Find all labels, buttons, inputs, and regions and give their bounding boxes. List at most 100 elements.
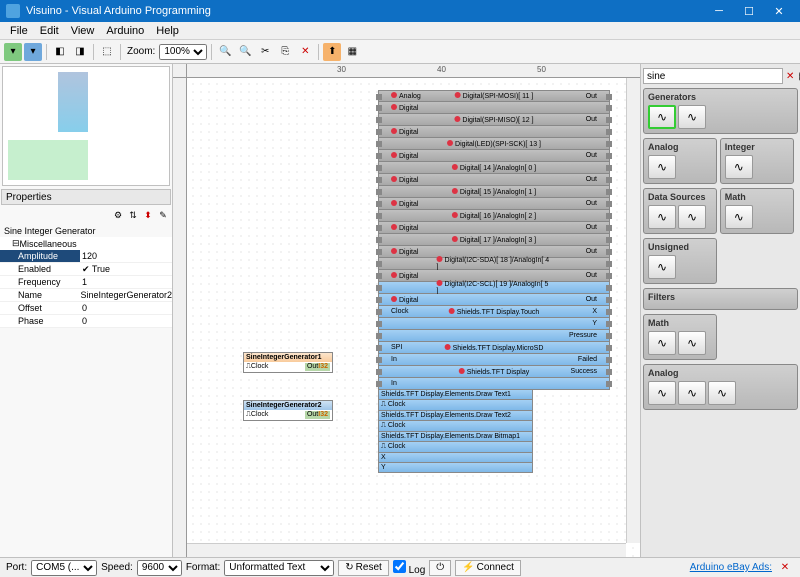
board-element[interactable]: Y xyxy=(378,462,533,473)
preview-pane[interactable] xyxy=(2,66,170,186)
close-button[interactable]: ✕ xyxy=(764,0,794,22)
property-row[interactable]: NameSineIntegerGenerator2 xyxy=(0,289,172,302)
palette-item[interactable]: ∿ xyxy=(678,331,706,355)
menu-file[interactable]: File xyxy=(4,25,34,37)
palette-item[interactable]: ∿ xyxy=(648,331,676,355)
port-select[interactable]: COM5 (... xyxy=(31,560,97,576)
palette-item[interactable]: ∿ xyxy=(725,155,753,179)
palette-item[interactable]: ∿ xyxy=(648,205,676,229)
property-value[interactable]: 0 xyxy=(80,302,172,314)
delete-icon[interactable]: ✕ xyxy=(296,43,314,61)
palette-item[interactable]: ∿ xyxy=(648,155,676,179)
tool-icon[interactable]: ✎ xyxy=(156,208,170,222)
board-pin-row[interactable]: Pressure xyxy=(378,330,610,342)
clear-search-icon[interactable]: ✕ xyxy=(785,67,795,85)
zoom-select[interactable]: 100% xyxy=(159,44,207,60)
board-pin-row[interactable]: Y xyxy=(378,318,610,330)
board-pin-row[interactable]: Digital Out xyxy=(378,150,610,162)
scrollbar-vertical[interactable] xyxy=(626,78,640,543)
board-pin-row[interactable]: Digital xyxy=(378,102,610,114)
board-pin-row[interactable]: Digital[ 14 ]/AnalogIn[ 0 ] xyxy=(378,162,610,174)
reset-button[interactable]: ↻ Reset xyxy=(338,560,389,576)
board-pin-row[interactable]: Analog Digital(SPI-MOSI)[ 11 ] Out xyxy=(378,90,610,102)
log-checkbox[interactable]: Log xyxy=(393,560,425,576)
palette-group: Integer∿ xyxy=(720,138,794,184)
property-row[interactable]: Offset0 xyxy=(0,302,172,315)
palette-item[interactable]: ∿ xyxy=(648,381,676,405)
upload-icon[interactable]: ⬆ xyxy=(323,43,341,61)
format-select[interactable]: Unformatted Text xyxy=(224,560,334,576)
property-row[interactable]: Phase0 xyxy=(0,315,172,328)
board-pin-row[interactable]: Digital(I2C-SCL)[ 19 ]/AnalogIn[ 5 ] xyxy=(378,282,610,294)
zoom-out-icon[interactable]: 🔍 xyxy=(236,43,254,61)
arduino-board[interactable]: Analog Digital(SPI-MOSI)[ 11 ] Out Digit… xyxy=(378,90,610,473)
property-row[interactable]: Enabled✔ True xyxy=(0,263,172,276)
copy-icon[interactable]: ⎘ xyxy=(276,43,294,61)
board-pin-row[interactable]: Digital Out xyxy=(378,174,610,186)
new-button[interactable]: ▾ xyxy=(4,43,22,61)
palette-item[interactable]: ∿ xyxy=(708,381,736,405)
tool-icon[interactable]: ⬍ xyxy=(141,208,155,222)
board-pin-row[interactable]: Digital Out xyxy=(378,294,610,306)
board-pin-row[interactable]: SPI Shields.TFT Display.MicroSD xyxy=(378,342,610,354)
board-pin-row[interactable]: Digital(I2C-SDA)[ 18 ]/AnalogIn[ 4 ] xyxy=(378,258,610,270)
property-row[interactable]: Amplitude120 xyxy=(0,250,172,263)
menu-view[interactable]: View xyxy=(65,25,101,37)
board-pin-row[interactable]: Digital[ 16 ]/AnalogIn[ 2 ] xyxy=(378,210,610,222)
board-pin-row[interactable]: In xyxy=(378,378,610,390)
property-value[interactable]: SineIntegerGenerator2 xyxy=(78,289,172,301)
clock-pin[interactable]: ⎍Clock xyxy=(246,411,268,419)
palette-item[interactable]: ∿ xyxy=(725,205,753,229)
property-value[interactable]: 120 xyxy=(80,250,172,262)
property-value[interactable]: ✔ True xyxy=(80,263,172,275)
ad-link[interactable]: Arduino eBay Ads: xyxy=(690,562,772,573)
disconnect-icon[interactable]: ⏻ xyxy=(429,560,451,576)
tool-icon[interactable]: ⚙ xyxy=(111,208,125,222)
property-row[interactable]: Frequency1 xyxy=(0,276,172,289)
generator-node[interactable]: SineIntegerGenerator1 ⎍ClockOutI32 xyxy=(243,352,333,373)
board-pin-row[interactable]: Digital Out xyxy=(378,198,610,210)
menu-arduino[interactable]: Arduino xyxy=(100,25,150,37)
board-pin-row[interactable]: Digital xyxy=(378,126,610,138)
menu-help[interactable]: Help xyxy=(150,25,185,37)
board-icon[interactable]: ▦ xyxy=(343,43,361,61)
out-pin[interactable]: OutI32 xyxy=(305,411,330,419)
board-pin-row[interactable]: Digital(LED)(SPI-SCK)[ 13 ] xyxy=(378,138,610,150)
zoom-in-icon[interactable]: 🔍 xyxy=(216,43,234,61)
board-pin-row[interactable]: Clock Shields.TFT Display.Touch X xyxy=(378,306,610,318)
cut-icon[interactable]: ✂ xyxy=(256,43,274,61)
board-pin-row[interactable]: In Failed xyxy=(378,354,610,366)
minimize-button[interactable]: ─ xyxy=(704,0,734,22)
tree-group[interactable]: ⊟ Miscellaneous xyxy=(0,237,172,250)
open-button[interactable]: ▾ xyxy=(24,43,42,61)
tb-icon[interactable]: ⬚ xyxy=(98,43,116,61)
generator-node[interactable]: SineIntegerGenerator2 ⎍ClockOutI32 xyxy=(243,400,333,421)
palette-item[interactable]: ∿ xyxy=(678,205,706,229)
palette-item[interactable]: ∿ xyxy=(648,255,676,279)
property-value[interactable]: 1 xyxy=(80,276,172,288)
palette-item[interactable]: ∿ xyxy=(678,105,706,129)
board-pin-row[interactable]: Digital[ 17 ]/AnalogIn[ 3 ] xyxy=(378,234,610,246)
connect-button[interactable]: ⚡ Connect xyxy=(455,560,521,576)
design-canvas[interactable]: 30 40 50 SineIntegerGenerator1 ⎍ClockOut… xyxy=(173,64,640,557)
property-value[interactable]: 0 xyxy=(80,315,172,327)
board-pin-row[interactable]: Shields.TFT Display Success xyxy=(378,366,610,378)
clock-pin[interactable]: ⎍Clock xyxy=(246,363,268,371)
left-panel: Properties ⚙ ⇅ ⬍ ✎ Sine Integer Generato… xyxy=(0,64,173,557)
tb-icon[interactable]: ◧ xyxy=(51,43,69,61)
search-input[interactable] xyxy=(643,68,783,84)
menu-edit[interactable]: Edit xyxy=(34,25,65,37)
object-tree-root[interactable]: Sine Integer Generator xyxy=(0,224,172,237)
ad-close-icon[interactable]: ✕ xyxy=(776,559,794,577)
maximize-button[interactable]: ☐ xyxy=(734,0,764,22)
tb-icon[interactable]: ◨ xyxy=(71,43,89,61)
out-pin[interactable]: OutI32 xyxy=(305,363,330,371)
board-pin-row[interactable]: Digital[ 15 ]/AnalogIn[ 1 ] xyxy=(378,186,610,198)
palette-item[interactable]: ∿ xyxy=(678,381,706,405)
speed-select[interactable]: 9600 xyxy=(137,560,182,576)
board-pin-row[interactable]: Digital(SPI-MISO)[ 12 ] Out xyxy=(378,114,610,126)
scrollbar-horizontal[interactable] xyxy=(187,543,626,557)
palette-item[interactable]: ∿ xyxy=(648,105,676,129)
tool-icon[interactable]: ⇅ xyxy=(126,208,140,222)
board-pin-row[interactable]: Digital Out xyxy=(378,222,610,234)
